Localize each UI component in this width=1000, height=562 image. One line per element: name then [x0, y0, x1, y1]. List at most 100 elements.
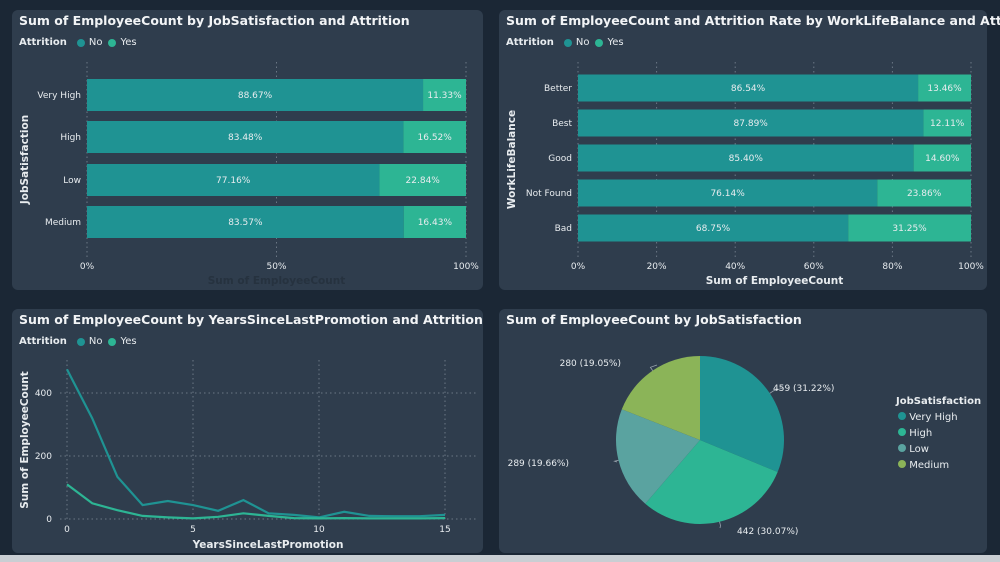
bar-no[interactable] [578, 179, 878, 207]
legend-no-swatch [76, 38, 85, 47]
legend-yes[interactable]: Yes [120, 336, 137, 347]
line-no[interactable] [66, 368, 446, 519]
bar-no[interactable] [87, 206, 404, 238]
bottom-scrollbar [0, 555, 1000, 562]
y-tick-label: High [60, 133, 81, 143]
very-high-swatch [898, 412, 906, 420]
bar-yes[interactable] [918, 74, 971, 102]
legend-no-swatch [76, 337, 85, 346]
pie-legend-title: JobSatisfaction [896, 396, 982, 407]
line-yes[interactable] [66, 483, 446, 520]
x-axis-title: YearsSinceLastPromotion [192, 539, 344, 551]
legend-yes-swatch [108, 38, 117, 47]
x-tick-label: 0 [64, 525, 70, 535]
legend-yes-swatch [595, 38, 604, 47]
y-tick-label: Not Found [526, 189, 572, 199]
y-tick-label: 200 [35, 452, 52, 462]
x-tick-label: 10 [313, 525, 325, 535]
data-label: 77.16% [216, 176, 251, 186]
x-tick-label: 100% [453, 262, 479, 272]
data-label: 14.60% [925, 154, 960, 164]
data-label: 11.33% [427, 91, 462, 101]
legend: Attrition No Yes [19, 336, 137, 347]
legend-no[interactable]: No [575, 37, 590, 48]
legend-yes[interactable]: Yes [120, 37, 137, 48]
pie-legend-label: High [909, 428, 933, 439]
pie-legend-item[interactable]: Medium [896, 460, 981, 471]
x-tick-label: 80% [882, 262, 902, 272]
y-axis-title: JobSatisfaction [19, 115, 31, 205]
x-tick-label: 0% [80, 262, 95, 272]
legend-yes-swatch [108, 337, 117, 346]
legend-title: Attrition [506, 37, 554, 48]
x-tick-label: 100% [958, 262, 984, 272]
data-label: 76.14% [710, 189, 745, 199]
bar-yes[interactable] [423, 79, 466, 111]
pie-legend-item[interactable]: Low [896, 444, 981, 455]
leader-line [719, 521, 721, 529]
data-label: 83.57% [228, 218, 263, 228]
bar-yes[interactable] [923, 109, 971, 137]
data-label: 280 (19.05%) [560, 359, 621, 369]
bar-no[interactable] [578, 74, 919, 102]
data-label: 88.67% [238, 91, 273, 101]
y-tick-label: Very High [37, 91, 81, 101]
pie-legend-label: Medium [909, 460, 950, 471]
y-tick-label: Low [63, 176, 81, 186]
data-label: 12.11% [930, 119, 965, 129]
data-label: 22.84% [406, 176, 441, 186]
x-tick-label: 5 [190, 525, 196, 535]
y-axis-title: WorkLifeBalance [506, 110, 518, 209]
data-label: 13.46% [927, 84, 962, 94]
bar-yes[interactable] [877, 179, 971, 207]
y-tick-label: Best [552, 119, 572, 129]
bar-no[interactable] [87, 79, 424, 111]
legend: Attrition No Yes [19, 37, 137, 48]
pie-slice-very-high[interactable] [700, 356, 784, 473]
pie-legend-label: Low [909, 444, 929, 455]
pie-slice-medium[interactable] [621, 356, 700, 440]
panel-promotion-line[interactable] [12, 309, 483, 553]
bar-no[interactable] [578, 214, 849, 242]
bar-no[interactable] [87, 121, 404, 153]
x-tick-label: 60% [804, 262, 824, 272]
y-tick-label: Better [544, 84, 572, 94]
pie-slice-high[interactable] [645, 440, 778, 524]
legend: Attrition No Yes [506, 37, 624, 48]
medium-swatch [898, 460, 906, 468]
bar-yes[interactable] [848, 214, 971, 242]
data-label: 86.54% [731, 84, 766, 94]
x-axis-title: Sum of EmployeeCount [208, 275, 346, 287]
bar-yes[interactable] [913, 144, 971, 172]
chart-title: Sum of EmployeeCount by JobSatisfaction [506, 312, 802, 327]
x-tick-label: 50% [266, 262, 286, 272]
pie-slice-low[interactable] [616, 409, 700, 504]
chart-title: Sum of EmployeeCount by JobSatisfaction … [19, 13, 410, 28]
bar-yes[interactable] [403, 121, 466, 153]
y-tick-label: Bad [555, 224, 572, 234]
bar-no[interactable] [578, 109, 924, 137]
bar-yes[interactable] [379, 164, 466, 196]
pie-legend-item[interactable]: Very High [896, 412, 981, 423]
data-label: 16.52% [418, 133, 453, 143]
data-label: 459 (31.22%) [773, 384, 834, 394]
leader-line [769, 387, 784, 394]
legend-yes[interactable]: Yes [607, 37, 624, 48]
x-tick-label: 0% [571, 262, 586, 272]
x-axis-title: Sum of EmployeeCount [706, 275, 844, 287]
data-label: 442 (30.07%) [737, 527, 798, 537]
pie-legend-item[interactable]: High [896, 428, 981, 439]
y-tick-label: Medium [45, 218, 81, 228]
chart-title: Sum of EmployeeCount by YearsSinceLastPr… [19, 312, 483, 327]
data-label: 83.48% [228, 133, 263, 143]
legend-no[interactable]: No [88, 37, 103, 48]
high-swatch [898, 428, 906, 436]
pie-legend: JobSatisfaction Very High High Low Mediu… [896, 396, 981, 476]
data-label: 31.25% [892, 224, 927, 234]
y-axis-title: Sum of EmployeeCount [19, 371, 31, 509]
bar-no[interactable] [87, 164, 380, 196]
legend-no[interactable]: No [88, 336, 103, 347]
data-label: 16.43% [418, 218, 453, 228]
bar-no[interactable] [578, 144, 914, 172]
bar-yes[interactable] [403, 206, 466, 238]
